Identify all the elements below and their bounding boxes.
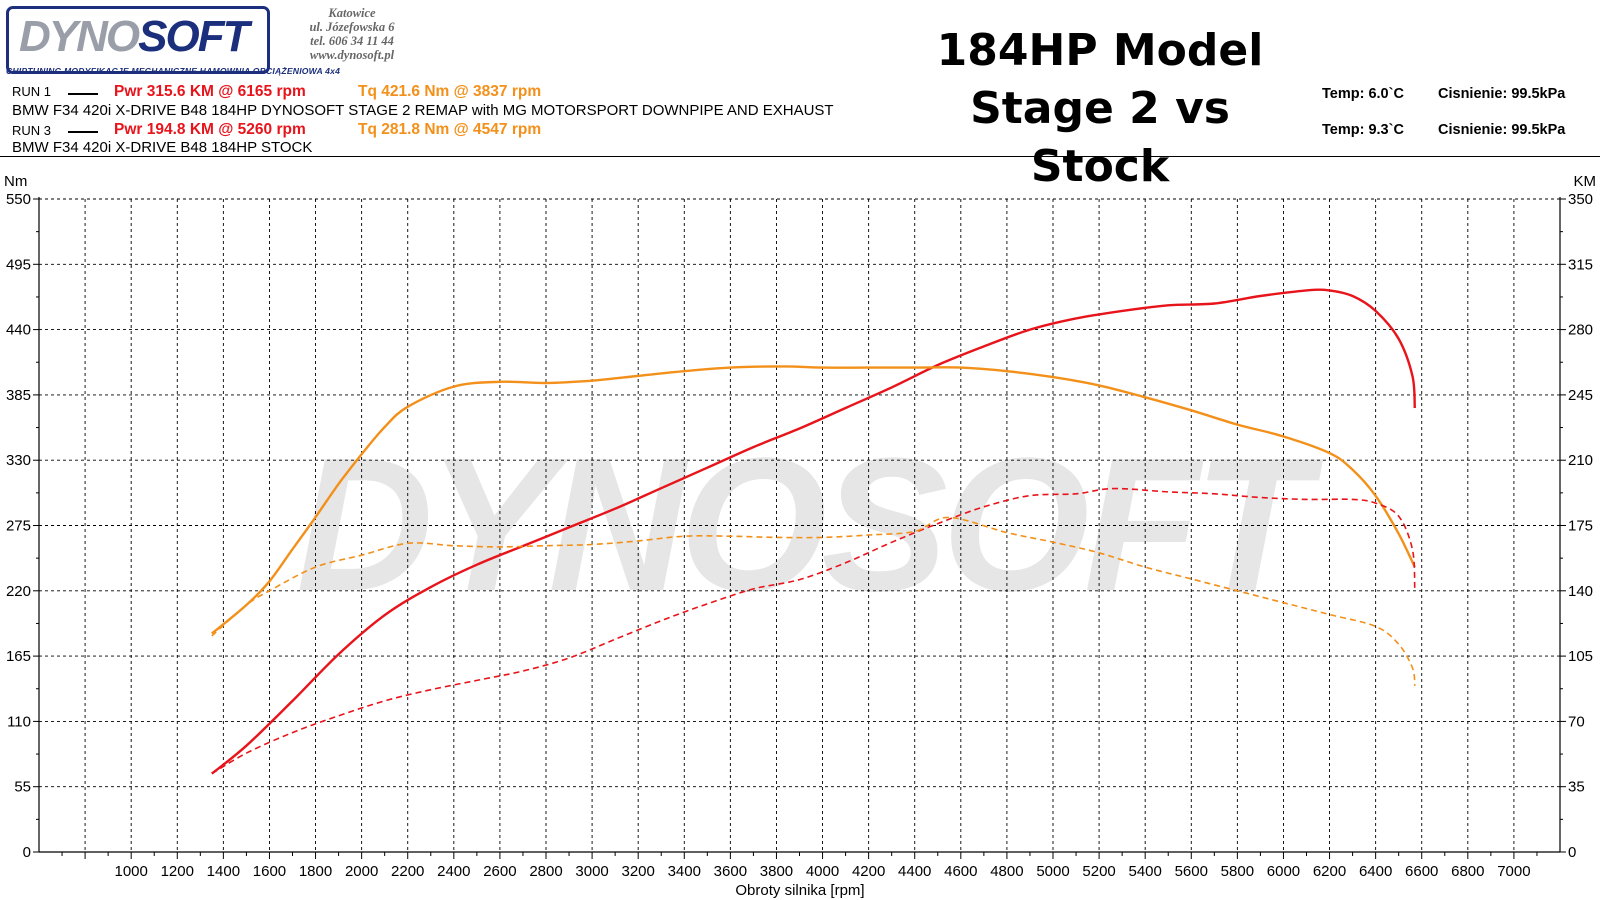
title-line-2: Stage 2 vs Stock: [970, 83, 1230, 192]
x-tick-label: 1400: [207, 863, 240, 880]
y-tick-label-right: 140: [1568, 583, 1593, 600]
y-tick-label-left: 55: [14, 779, 31, 796]
x-tick-label: 1800: [299, 863, 332, 880]
x-tick-label: 2000: [345, 863, 378, 880]
y-tick-label-left: 385: [6, 387, 31, 404]
run3-label: RUN 3: [12, 123, 52, 138]
x-tick-label: 3400: [668, 863, 701, 880]
y-axis-left-unit: Nm: [4, 173, 27, 190]
x-tick-label: 1600: [253, 863, 286, 880]
x-tick-label: 1000: [114, 863, 147, 880]
run1-description: BMW F34 420i X-DRIVE B48 184HP DYNOSOFT …: [12, 102, 834, 119]
x-tick-label: 6400: [1359, 863, 1392, 880]
x-tick-label: 7000: [1497, 863, 1530, 880]
y-tick-label-right: 70: [1568, 713, 1585, 730]
title-line-1: 184HP Model: [936, 25, 1264, 76]
x-tick-label: 4800: [990, 863, 1023, 880]
y-tick-label-left: 550: [6, 191, 31, 208]
run1-temperature: Temp: 6.0`C: [1322, 86, 1404, 102]
x-tick-label: 6000: [1267, 863, 1300, 880]
y-tick-label-left: 220: [6, 583, 31, 600]
series-run-3-pwr: [211, 487, 1416, 775]
run1-label: RUN 1: [12, 84, 52, 99]
y-tick-label-left: 275: [6, 518, 31, 535]
dynosoft-logo: DYNOSOFT: [6, 6, 270, 74]
x-tick-label: 6200: [1313, 863, 1346, 880]
x-tick-label: 5000: [1036, 863, 1069, 880]
logo-wordmark: DYNOSOFT: [19, 12, 249, 61]
y-axis-right-unit: KM: [1574, 173, 1597, 190]
x-tick-label: 2400: [437, 863, 470, 880]
company-address: Katowice ul. Józefowska 6 tel. 606 34 11…: [272, 6, 432, 62]
x-tick-label: 3000: [575, 863, 608, 880]
address-phone: tel. 606 34 11 44: [310, 34, 394, 48]
run1-pressure: Cisnienie: 99.5kPa: [1438, 86, 1566, 102]
x-tick-label: 2600: [483, 863, 516, 880]
y-tick-label-right: 0: [1568, 844, 1576, 861]
y-tick-label-right: 350: [1568, 191, 1593, 208]
series-run-3-tq: [211, 516, 1416, 686]
y-tick-label-right: 35: [1568, 779, 1585, 796]
x-tick-label: 6600: [1405, 863, 1438, 880]
y-tick-label-right: 245: [1568, 387, 1593, 404]
x-tick-label: 4200: [852, 863, 885, 880]
chart-axes: 1000 1200 1400 1600 1800 2000 2200 2400 2600 2800…: [6, 191, 1593, 880]
chart-title: 184HP Model Stage 2 vs Stock: [900, 22, 1300, 196]
logo-tagline: CHIPTUNING MODYFIKACJE MECHANICZNE HAMOW…: [6, 66, 341, 76]
x-tick-label: 4000: [806, 863, 839, 880]
run3-torque-peak: Tq 281.8 Nm @ 4547 rpm: [358, 121, 542, 138]
address-website: www.dynosoft.pl: [309, 48, 395, 62]
address-city: Katowice: [328, 6, 376, 20]
x-tick-label: 5200: [1082, 863, 1115, 880]
address-street: ul. Józefowska 6: [309, 20, 395, 34]
y-tick-label-left: 330: [6, 452, 31, 469]
y-tick-label-left: 495: [6, 256, 31, 273]
run3-power-peak: Pwr 194.8 KM @ 5260 rpm: [114, 121, 306, 138]
header-separator: [0, 156, 1600, 157]
x-tick-label: 5800: [1221, 863, 1254, 880]
x-tick-label: 6800: [1451, 863, 1484, 880]
x-tick-label: 3800: [760, 863, 793, 880]
x-tick-label: 3200: [621, 863, 654, 880]
report-header: DYNOSOFT CHIPTUNING MODYFIKACJE MECHANIC…: [0, 0, 1600, 192]
chart-series: [211, 288, 1416, 775]
x-axis-label: Obroty silnika [rpm]: [735, 882, 864, 899]
y-tick-label-left: 165: [6, 648, 31, 665]
x-tick-label: 5600: [1175, 863, 1208, 880]
series-run-1-tq: [211, 365, 1416, 635]
run3-temperature: Temp: 9.3`C: [1322, 122, 1404, 138]
x-tick-label: 4600: [944, 863, 977, 880]
x-tick-label: 2200: [391, 863, 424, 880]
x-tick-label: 4400: [898, 863, 931, 880]
run1-torque-peak: Tq 421.6 Nm @ 3837 rpm: [358, 83, 542, 100]
x-tick-label: 1200: [161, 863, 194, 880]
y-tick-label-right: 210: [1568, 452, 1593, 469]
run3-pressure: Cisnienie: 99.5kPa: [1438, 122, 1566, 138]
y-tick-label-left: 0: [23, 844, 31, 861]
y-tick-label-right: 175: [1568, 518, 1593, 535]
run1-power-peak: Pwr 315.6 KM @ 6165 rpm: [114, 83, 306, 100]
y-tick-label-left: 110: [7, 713, 31, 730]
y-tick-label-left: 440: [6, 322, 31, 339]
run3-line-sample: [68, 131, 98, 133]
x-tick-label: 3600: [714, 863, 747, 880]
chart-grid: [39, 198, 1560, 852]
x-tick-label: 2800: [529, 863, 562, 880]
y-tick-label-right: 280: [1568, 322, 1593, 339]
y-tick-label-right: 315: [1568, 256, 1593, 273]
run1-line-sample: [68, 93, 98, 95]
watermark: DYNOSOFT: [296, 419, 1324, 631]
run3-description: BMW F34 420i X-DRIVE B48 184HP STOCK: [12, 139, 313, 156]
y-tick-label-right: 105: [1568, 648, 1593, 665]
series-run-1-pwr: [211, 288, 1416, 775]
x-tick-label: 5400: [1128, 863, 1161, 880]
